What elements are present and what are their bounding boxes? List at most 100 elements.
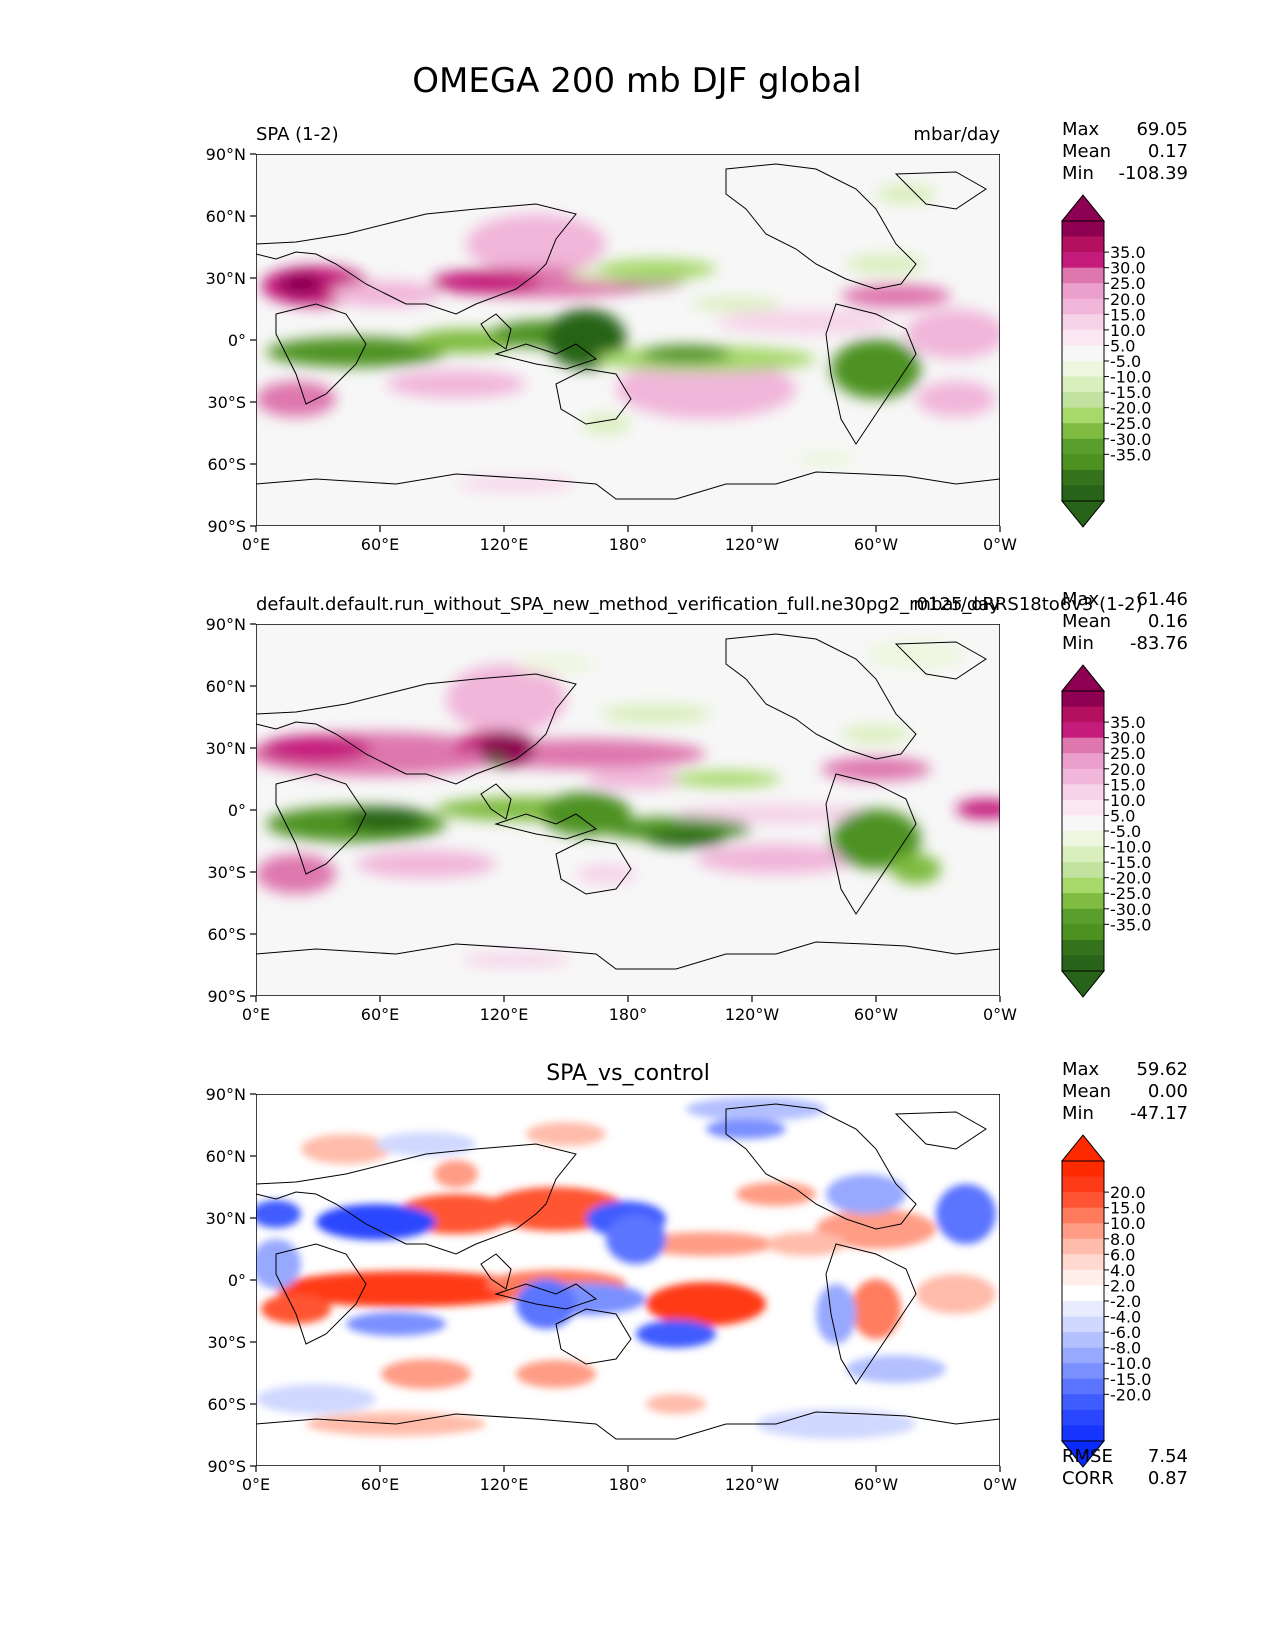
colorbar-tick-label: -35.0 (1110, 915, 1151, 934)
panel-2-min-value: -83.76 (1130, 633, 1188, 654)
panel-2-coastlines (256, 633, 1000, 970)
panel-2-y-tick-label: 30°N (206, 739, 246, 758)
colorbar-tick-label: 5.0 (1110, 336, 1135, 355)
colorbar-segment (1062, 361, 1104, 378)
panel-2: default.default.run_without_SPA_new_meth… (206, 589, 1188, 1024)
colorbar-segment (1062, 1316, 1104, 1333)
colorbar-tick-label: -30.0 (1110, 430, 1151, 449)
panel-2-y-tick-label: 60°S (207, 925, 246, 944)
panel-2-x-tick-label: 0°W (983, 1005, 1017, 1024)
panel-3-colorbar: 20.015.010.08.06.04.02.0-2.0-4.0-6.0-8.0… (1060, 1134, 1151, 1468)
colorbar-tick-label: 6.0 (1110, 1245, 1135, 1264)
panel-1-x-tick-label: 0°W (983, 535, 1017, 554)
panel-1-y-tick-label: 60°N (206, 207, 246, 226)
panel-1-max-value: 69.05 (1136, 119, 1188, 140)
panel-3-center-title: SPA_vs_control (546, 1061, 710, 1086)
panel-3-mean-label: Mean (1062, 1081, 1111, 1102)
panel-2-right-title: mbar/day (913, 594, 1000, 615)
panel-2-colorbar: 35.030.025.020.015.010.05.0-5.0-10.0-15.… (1060, 664, 1151, 998)
colorbar-tick-label: -6.0 (1110, 1323, 1141, 1342)
panel-3-coastlines (256, 1103, 1000, 1440)
colorbar-segment (1062, 1176, 1104, 1193)
panel-1-coastlines (256, 163, 1000, 500)
panel-3-x-tick-label: 0°E (242, 1475, 270, 1494)
panel-2-y-tick-label: 30°S (207, 863, 246, 882)
colorbar-tick-label: -15.0 (1110, 1370, 1151, 1389)
colorbar-tick-label: -10.0 (1110, 838, 1151, 857)
colorbar-bottom-extension (1060, 500, 1106, 528)
colorbar-segment (1062, 454, 1104, 471)
colorbar-tick-label: -15.0 (1110, 383, 1151, 402)
colorbar-segment (1062, 799, 1104, 816)
panel-1-left-title: SPA (1-2) (256, 124, 339, 145)
colorbar-segment (1062, 753, 1104, 770)
colorbar-segment (1062, 1363, 1104, 1380)
panel-1-y-tick-label: 30°N (206, 269, 246, 288)
colorbar-tick-label: 10.0 (1110, 1214, 1146, 1233)
panel-3-x-tick-label: 120°E (480, 1475, 529, 1494)
figure-title: OMEGA 200 mb DJF global (412, 61, 861, 101)
panel-2-mean-value: 0.16 (1148, 611, 1188, 632)
colorbar-tick-label: -10.0 (1110, 1354, 1151, 1373)
colorbar-segment (1062, 893, 1104, 910)
panel-2-mean-label: Mean (1062, 611, 1111, 632)
colorbar-segment (1062, 924, 1104, 941)
panel-1: SPA (1-2) mbar/day (206, 119, 1188, 554)
colorbar-tick-label: -20.0 (1110, 869, 1151, 888)
colorbar-segment (1062, 691, 1104, 708)
colorbar-segment (1062, 1347, 1104, 1364)
colorbar-tick-label: 30.0 (1110, 729, 1146, 748)
panel-3-x-tick-label: 0°W (983, 1475, 1017, 1494)
panel-3-max-label: Max (1062, 1059, 1100, 1080)
colorbar-tick-label: 8.0 (1110, 1230, 1135, 1249)
colorbar-segment (1062, 485, 1104, 502)
panel-3: SPA_vs_control (206, 1059, 1188, 1494)
panel-3-x-tick-label: 180° (609, 1475, 648, 1494)
colorbar-tick-label: -30.0 (1110, 900, 1151, 919)
panel-2-x-tick-label: 60°E (361, 1005, 399, 1024)
panel-1-x-tick-label: 0°E (242, 535, 270, 554)
colorbar-segment (1062, 1161, 1104, 1178)
panel-3-min-value: -47.17 (1130, 1103, 1188, 1124)
colorbar-tick-label: -25.0 (1110, 414, 1151, 433)
colorbar-segment (1062, 314, 1104, 331)
panel-1-y-tick-label: 90°S (207, 517, 246, 536)
colorbar-tick-label: -8.0 (1110, 1339, 1141, 1358)
colorbar-tick-label: 35.0 (1110, 713, 1146, 732)
colorbar-segment (1062, 236, 1104, 253)
colorbar-segment (1062, 768, 1104, 785)
colorbar-tick-label: 4.0 (1110, 1261, 1135, 1280)
colorbar-segment (1062, 939, 1104, 956)
panel-2-x-tick-label: 120°E (480, 1005, 529, 1024)
panel-1-right-title: mbar/day (913, 124, 1000, 145)
colorbar-segment (1062, 221, 1104, 238)
panel-1-x-tick-label: 120°E (480, 535, 529, 554)
colorbar-segment (1062, 1285, 1104, 1302)
colorbar-segment (1062, 1223, 1104, 1240)
panel-3-y-tick-label: 60°S (207, 1395, 246, 1414)
colorbar-tick-label: -10.0 (1110, 368, 1151, 387)
panel-1-min-value: -108.39 (1119, 163, 1188, 184)
panel-1-field (256, 184, 1000, 491)
colorbar-tick-label: 10.0 (1110, 321, 1146, 340)
colorbar-segment (1062, 815, 1104, 832)
panel-3-x-tick-label: 60°E (361, 1475, 399, 1494)
colorbar-tick-label: 15.0 (1110, 305, 1146, 324)
panel-2-map (256, 624, 1000, 996)
panel-3-rmse-label: RMSE (1062, 1446, 1113, 1467)
colorbar-segment (1062, 846, 1104, 863)
panel-2-min-label: Min (1062, 633, 1094, 654)
panel-1-mean-value: 0.17 (1148, 141, 1188, 162)
colorbar-tick-label: -20.0 (1110, 1385, 1151, 1404)
colorbar-segment (1062, 345, 1104, 362)
colorbar-tick-label: 30.0 (1110, 259, 1146, 278)
colorbar-top-extension (1060, 194, 1106, 222)
colorbar-top-extension (1060, 1134, 1106, 1162)
colorbar-segment (1062, 252, 1104, 269)
colorbar-tick-label: -25.0 (1110, 884, 1151, 903)
colorbar-segment (1062, 1269, 1104, 1286)
colorbar-segment (1062, 877, 1104, 894)
panel-2-x-tick-label: 60°W (854, 1005, 898, 1024)
colorbar-segment (1062, 1254, 1104, 1271)
panel-1-map (256, 154, 1000, 526)
